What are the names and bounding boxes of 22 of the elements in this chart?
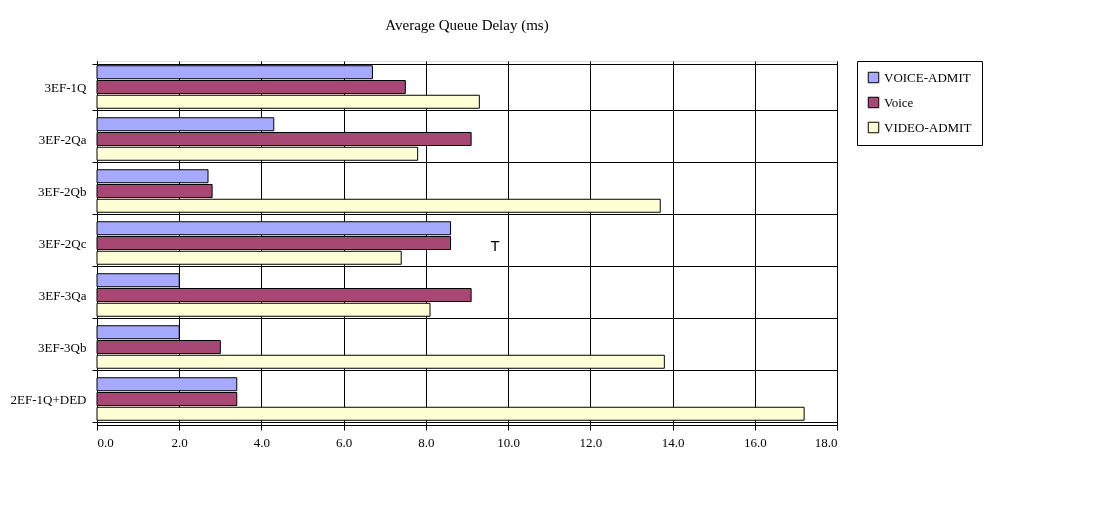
x-tick-label: 4.0 bbox=[253, 434, 271, 450]
x-tick-label: 10.0 bbox=[497, 434, 520, 450]
y-tick-label: 3EF-2Qa bbox=[38, 131, 87, 147]
y-tick-label: 2EF-1Q+DED bbox=[10, 391, 87, 407]
x-tick-label: 8.0 bbox=[418, 434, 435, 450]
y-tick-label: 3EF-2Qc bbox=[38, 235, 87, 251]
legend-label: VOICE-ADMIT bbox=[884, 69, 971, 85]
x-tick-label: 2.0 bbox=[171, 434, 188, 450]
chart-title: Average Queue Delay (ms) bbox=[385, 17, 549, 34]
x-tick-label: 18.0 bbox=[814, 434, 838, 450]
x-tick-label: 0.0 bbox=[97, 434, 114, 450]
y-tick-label: 3EF-3Qb bbox=[38, 339, 87, 355]
x-tick-label: 14.0 bbox=[661, 434, 685, 450]
annotation: T bbox=[490, 237, 500, 254]
x-tick-label: 16.0 bbox=[743, 434, 767, 450]
y-tick-label: 3EF-3Qa bbox=[38, 287, 87, 303]
x-tick-label: 6.0 bbox=[336, 434, 353, 450]
y-tick-label: 3EF-2Qb bbox=[38, 183, 87, 199]
legend-label: Voice bbox=[884, 94, 914, 110]
x-tick-label: 12.0 bbox=[579, 434, 603, 450]
y-tick-label: 3EF-1Q bbox=[44, 79, 88, 95]
legend-label: VIDEO-ADMIT bbox=[884, 119, 972, 135]
